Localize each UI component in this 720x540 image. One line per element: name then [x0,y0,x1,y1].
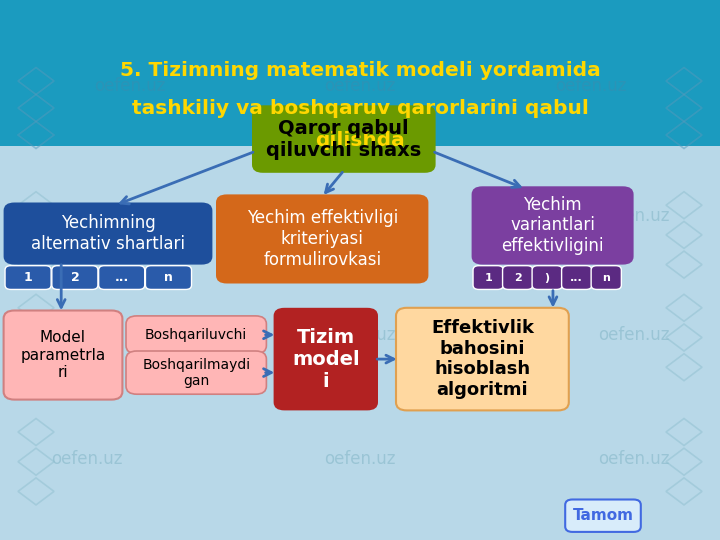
Text: Effektivlik
bahosini
hisoblash
algoritmi: Effektivlik bahosini hisoblash algoritmi [431,319,534,399]
Text: oefen.uz: oefen.uz [324,450,396,468]
Text: oefen.uz: oefen.uz [324,207,396,225]
Text: Tamom: Tamom [572,508,634,523]
FancyBboxPatch shape [274,308,378,410]
FancyBboxPatch shape [4,202,212,265]
FancyBboxPatch shape [562,266,592,289]
FancyBboxPatch shape [145,266,192,289]
Text: Tizim
model
i: Tizim model i [292,328,359,390]
Text: n: n [164,271,173,284]
Text: 2: 2 [71,271,79,284]
Text: 1: 1 [485,273,492,282]
Text: Model
parametrla
ri: Model parametrla ri [20,330,106,380]
FancyBboxPatch shape [52,266,98,289]
FancyBboxPatch shape [216,194,428,284]
Text: Boshqariluvchi: Boshqariluvchi [145,328,248,342]
Text: ...: ... [114,271,129,284]
Text: oefen.uz: oefen.uz [324,326,396,344]
Text: oefen.uz: oefen.uz [50,450,122,468]
Text: tashkiliy va boshqaruv qarorlarini qabul: tashkiliy va boshqaruv qarorlarini qabul [132,98,588,118]
FancyBboxPatch shape [99,266,145,289]
FancyBboxPatch shape [591,266,621,289]
Text: oefen.uz: oefen.uz [598,207,670,225]
Text: oefen.uz: oefen.uz [598,450,670,468]
Text: 1: 1 [24,271,32,284]
FancyBboxPatch shape [4,310,122,400]
FancyBboxPatch shape [565,500,641,532]
FancyBboxPatch shape [126,351,266,394]
Text: qilishda: qilishda [315,131,405,150]
Text: Yechimning
alternativ shartlari: Yechimning alternativ shartlari [31,214,185,253]
Text: oefen.uz: oefen.uz [598,326,670,344]
Text: ...: ... [570,273,583,282]
Text: ): ) [544,273,550,282]
Text: oefen.uz: oefen.uz [50,207,122,225]
Text: 5. Tizimning matematik modeli yordamida: 5. Tizimning matematik modeli yordamida [120,60,600,80]
Text: oefen.uz: oefen.uz [554,77,626,96]
FancyBboxPatch shape [5,266,51,289]
FancyBboxPatch shape [0,0,720,146]
FancyBboxPatch shape [532,266,562,289]
Text: Yechim
variantlari
effektivligini: Yechim variantlari effektivligini [501,195,604,255]
FancyBboxPatch shape [473,266,503,289]
Text: oefen.uz: oefen.uz [94,77,166,96]
Text: Yechim effektivligi
kriteriyasi
formulirovkasi: Yechim effektivligi kriteriyasi formulir… [246,209,398,269]
FancyBboxPatch shape [126,316,266,354]
Text: 2: 2 [514,273,521,282]
Text: oefen.uz: oefen.uz [324,77,396,96]
FancyBboxPatch shape [252,105,436,173]
FancyBboxPatch shape [472,186,634,265]
Text: oefen.uz: oefen.uz [50,326,122,344]
FancyBboxPatch shape [396,308,569,410]
FancyBboxPatch shape [503,266,533,289]
Text: Boshqarilmaydi
gan: Boshqarilmaydi gan [142,357,251,388]
Text: n: n [603,273,610,282]
Text: Qaror qabul
qiluvchi shaxs: Qaror qabul qiluvchi shaxs [266,119,421,159]
